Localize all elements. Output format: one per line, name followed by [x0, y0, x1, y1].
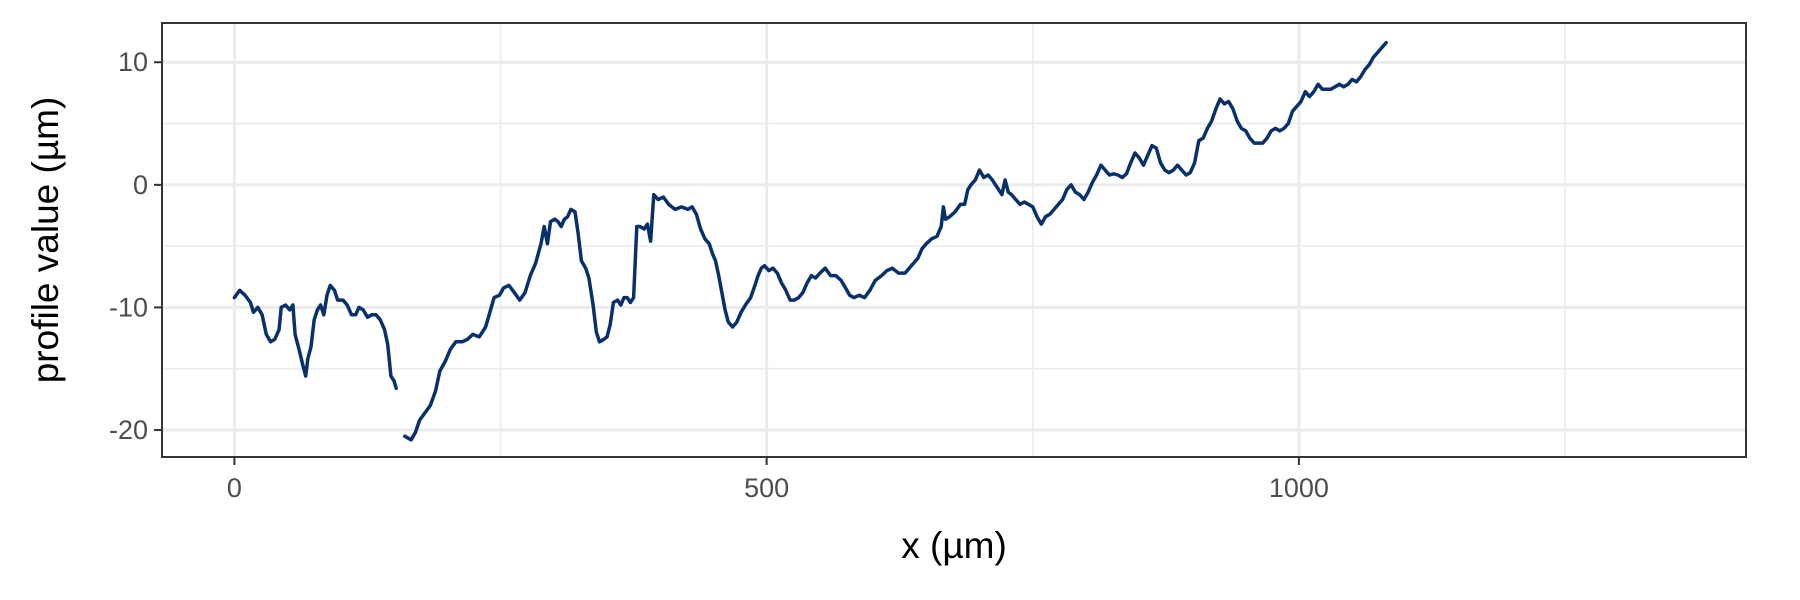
x-axis-title: x (µm) — [901, 525, 1007, 566]
plot-series — [232, 40, 1388, 442]
y-tick-label: -20 — [109, 415, 148, 445]
minor-gridlines — [162, 23, 1746, 457]
y-tick-label: 0 — [133, 170, 148, 200]
profile-line — [232, 283, 398, 391]
y-tick-label: 10 — [118, 47, 148, 77]
x-tick-label: 0 — [227, 473, 242, 503]
profile-line — [402, 40, 1388, 442]
plot-panel-border — [161, 22, 1747, 458]
x-axis-ticks: 0 500 1000 — [227, 457, 1329, 503]
x-tick-label: 500 — [744, 473, 789, 503]
y-axis-ticks: -20 -10 0 10 — [109, 47, 162, 445]
major-gridlines — [162, 23, 1746, 457]
y-tick-label: -10 — [109, 292, 148, 322]
x-tick-label: 1000 — [1269, 473, 1329, 503]
y-axis-title: profile value (µm) — [25, 97, 66, 384]
